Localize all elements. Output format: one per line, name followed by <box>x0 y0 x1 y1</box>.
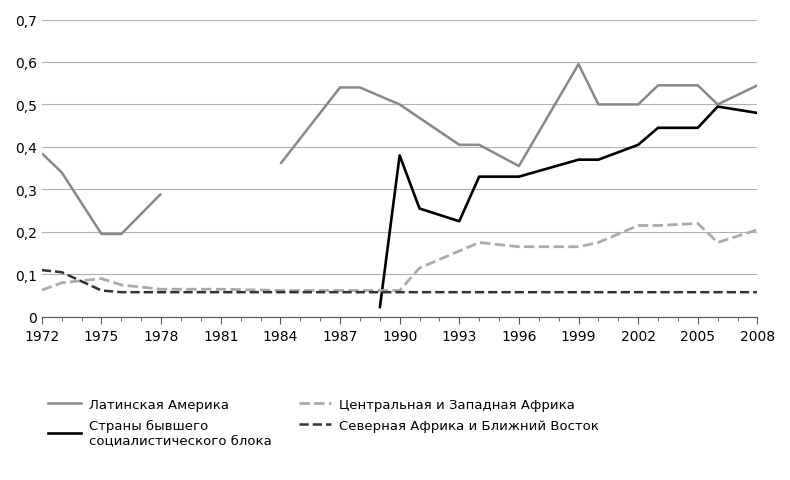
Центральная и Западная Африка <box>37 288 47 293</box>
Северная Африка и Ближний Восток <box>514 290 524 296</box>
Северная Африка и Ближний Восток <box>634 290 643 296</box>
Страны бывшего
социалистического блока <box>693 126 702 132</box>
Line: Центральная и Западная Африка: Центральная и Западная Африка <box>42 224 758 291</box>
Северная Африка и Ближний Восток <box>156 290 166 296</box>
Центральная и Западная Африка <box>117 283 126 288</box>
Центральная и Западная Африка <box>156 287 166 292</box>
Северная Африка и Ближний Восток <box>216 290 225 296</box>
Страны бывшего
социалистического блока <box>395 153 404 159</box>
Латинская Америка <box>57 170 66 176</box>
Центральная и Западная Африка <box>216 287 225 292</box>
Центральная и Западная Африка <box>454 249 464 254</box>
Страны бывшего
социалистического блока <box>634 143 643 148</box>
Страны бывшего
социалистического блока <box>454 219 464 225</box>
Центральная и Западная Африка <box>653 223 663 229</box>
Line: Латинская Америка: Латинская Америка <box>42 154 161 235</box>
Центральная и Западная Африка <box>574 244 583 250</box>
Северная Африка и Ближний Восток <box>395 290 404 296</box>
Северная Африка и Ближний Восток <box>96 288 106 294</box>
Центральная и Западная Африка <box>753 228 762 233</box>
Северная Африка и Ближний Восток <box>335 290 344 296</box>
Line: Страны бывшего
социалистического блока: Страны бывшего социалистического блока <box>380 108 758 309</box>
Центральная и Западная Африка <box>335 288 344 294</box>
Центральная и Западная Африка <box>475 240 484 246</box>
Северная Африка и Ближний Восток <box>117 290 126 296</box>
Страны бывшего
социалистического блока <box>475 174 484 180</box>
Центральная и Западная Африка <box>415 265 424 271</box>
Страны бывшего
социалистического блока <box>415 206 424 212</box>
Центральная и Западная Африка <box>593 240 603 246</box>
Центральная и Западная Африка <box>514 244 524 250</box>
Северная Африка и Ближний Восток <box>415 290 424 296</box>
Латинская Америка <box>37 151 47 157</box>
Страны бывшего
социалистического блока <box>713 105 722 110</box>
Legend: Латинская Америка, Страны бывшего
социалистического блока, Центральная и Западна: Латинская Америка, Страны бывшего социал… <box>48 398 600 447</box>
Центральная и Западная Африка <box>57 280 66 286</box>
Северная Африка и Ближний Восток <box>37 268 47 274</box>
Центральная и Западная Африка <box>693 221 702 227</box>
Страны бывшего
социалистического блока <box>574 157 583 163</box>
Центральная и Западная Африка <box>713 240 722 246</box>
Центральная и Западная Африка <box>395 288 404 294</box>
Северная Африка и Ближний Восток <box>593 290 603 296</box>
Северная Африка и Ближний Восток <box>574 290 583 296</box>
Центральная и Западная Африка <box>96 276 106 282</box>
Страны бывшего
социалистического блока <box>375 306 385 312</box>
Северная Африка и Ближний Восток <box>753 290 762 296</box>
Центральная и Западная Африка <box>276 288 285 294</box>
Страны бывшего
социалистического блока <box>753 111 762 117</box>
Северная Африка и Ближний Восток <box>454 290 464 296</box>
Латинская Америка <box>117 232 126 238</box>
Латинская Америка <box>156 192 166 197</box>
Северная Африка и Ближний Восток <box>693 290 702 296</box>
Северная Африка и Ближний Восток <box>713 290 722 296</box>
Северная Африка и Ближний Восток <box>475 290 484 296</box>
Латинская Америка <box>96 232 106 238</box>
Line: Северная Африка и Ближний Восток: Северная Африка и Ближний Восток <box>42 271 758 293</box>
Страны бывшего
социалистического блока <box>653 126 663 132</box>
Северная Африка и Ближний Восток <box>57 270 66 276</box>
Страны бывшего
социалистического блока <box>514 174 524 180</box>
Центральная и Западная Африка <box>634 223 643 229</box>
Северная Африка и Ближний Восток <box>276 290 285 296</box>
Страны бывшего
социалистического блока <box>593 157 603 163</box>
Северная Африка и Ближний Восток <box>653 290 663 296</box>
